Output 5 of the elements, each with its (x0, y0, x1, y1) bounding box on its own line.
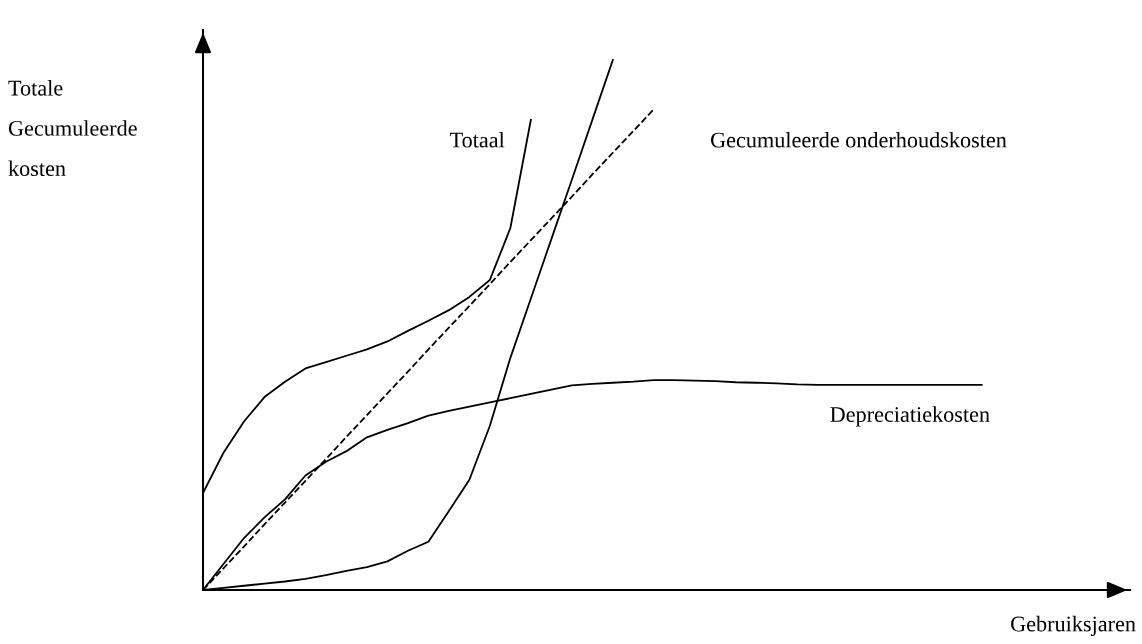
x-axis-title: Gebruiksjaren (1011, 615, 1136, 636)
annotation: Gecumuleerde onderhoudskosten (710, 131, 1007, 148)
annotation: Depreciatiekosten (830, 406, 990, 427)
y-axis-title: Totale Gecumuleerde kosten (8, 80, 137, 177)
annotation: Totaal (449, 131, 505, 148)
